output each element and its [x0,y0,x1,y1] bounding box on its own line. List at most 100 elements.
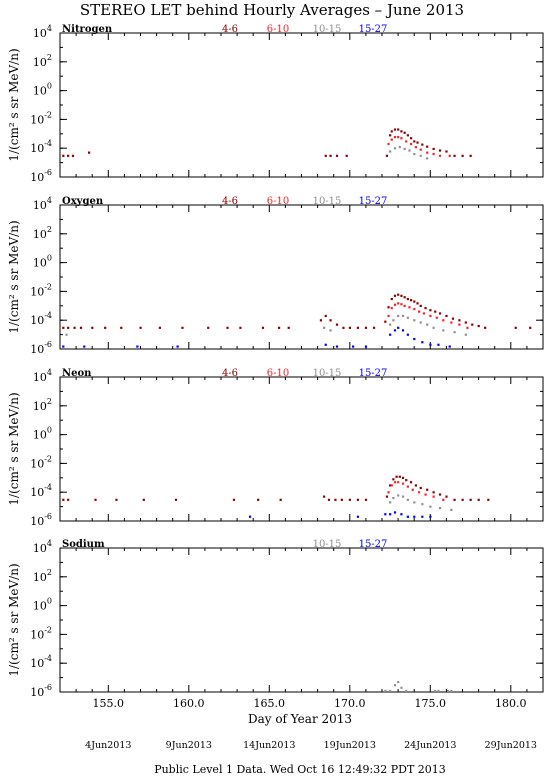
data-point [395,475,398,478]
data-point [174,498,178,501]
data-points [62,128,472,160]
data-point [450,321,453,324]
panel-nitrogen: Nitrogen 4-6 6-10 10-15 15-2710410210010-210… [7,24,544,184]
data-point [329,154,332,157]
legend-6-10: 6-10 [267,196,289,207]
y-tick-label: 10-2 [30,110,52,126]
y-tick-label: 10-6 [30,512,52,528]
data-point [323,326,326,329]
data-point [400,303,403,306]
data-point [364,345,368,348]
y-tick-exponent: -4 [44,654,52,663]
data-point [393,147,397,150]
data-point [319,319,323,322]
data-point [385,154,389,157]
data-point [389,333,392,336]
data-point [406,515,409,518]
data-point [408,306,411,309]
legend-10-15: 10-15 [313,24,342,35]
data-point [447,689,450,692]
data-point [390,138,393,141]
legend-4-6: 4-6 [222,24,238,35]
data-point [451,317,455,320]
data-point [87,151,91,154]
data-point [348,498,351,501]
data-point [406,316,409,319]
y-tick-exponent: 2 [47,225,52,234]
data-point [400,513,403,516]
data-point [418,491,421,494]
y-tick-exponent: -2 [44,625,52,634]
data-point [390,307,393,310]
x-axis-label: Day of Year 2013 [248,712,352,726]
y-tick-exponent: 0 [47,254,52,263]
x-tick-label: 155.0 [93,697,125,710]
data-point [484,326,487,329]
data-point [434,310,437,313]
data-point [414,146,418,149]
data-point [406,134,409,137]
y-tick-label: 10-6 [30,683,52,699]
y-tick-label: 10-4 [30,139,52,155]
data-point [62,154,65,157]
data-point [426,323,429,326]
legend-4-6: 4-6 [222,368,238,379]
data-point [400,686,403,689]
data-point [279,498,282,501]
data-point [356,498,360,501]
data-point [424,493,427,496]
data-point [342,326,345,329]
data-point [429,314,432,318]
element-name: Sodium [62,539,105,550]
data-point [426,488,429,491]
data-point [529,326,532,329]
y-tick-exponent: -2 [44,110,52,119]
data-point [442,329,445,332]
data-point [400,137,403,140]
y-tick-label: 100 [33,82,52,98]
data-point [403,131,406,134]
data-point [429,309,432,312]
y-tick-exponent: -4 [44,311,52,320]
data-point [419,486,422,490]
legend-15-27: 15-27 [359,196,388,207]
data-point [409,137,413,140]
data-point [416,141,419,144]
y-tick-label: 104 [33,539,52,555]
y-tick-exponent: -6 [44,683,52,692]
y-tick-exponent: 0 [47,426,52,435]
y-tick-exponent: -6 [44,512,52,521]
data-point [466,326,469,329]
data-point [464,321,467,324]
data-point [71,154,75,157]
data-point [419,321,422,324]
data-point [383,703,385,705]
data-point [393,481,397,484]
data-point [413,337,416,341]
y-tick-label: 104 [33,24,52,40]
data-point [120,326,123,329]
x-tick-label: 175.0 [415,697,447,710]
data-point [387,306,390,309]
data-point [514,326,517,329]
data-point [329,329,332,332]
data-point [458,319,461,322]
data-point [232,498,236,501]
data-point [414,484,418,487]
y-tick-exponent: -6 [44,340,52,349]
y-tick-label: 10-2 [30,282,52,298]
data-point [62,498,65,501]
data-point [405,140,408,143]
data-point [385,495,389,498]
data-point [352,345,355,348]
data-point [136,345,139,348]
date-label: 29Jun2013 [485,740,537,751]
date-label: 19Jun2013 [324,740,376,751]
data-point [418,310,421,313]
data-point [405,479,408,482]
data-point [94,498,97,501]
y-tick-label: 102 [33,397,52,413]
data-point [393,294,397,297]
footer-text: Public Level 1 Data. Wed Oct 16 12:49:32… [154,763,446,776]
